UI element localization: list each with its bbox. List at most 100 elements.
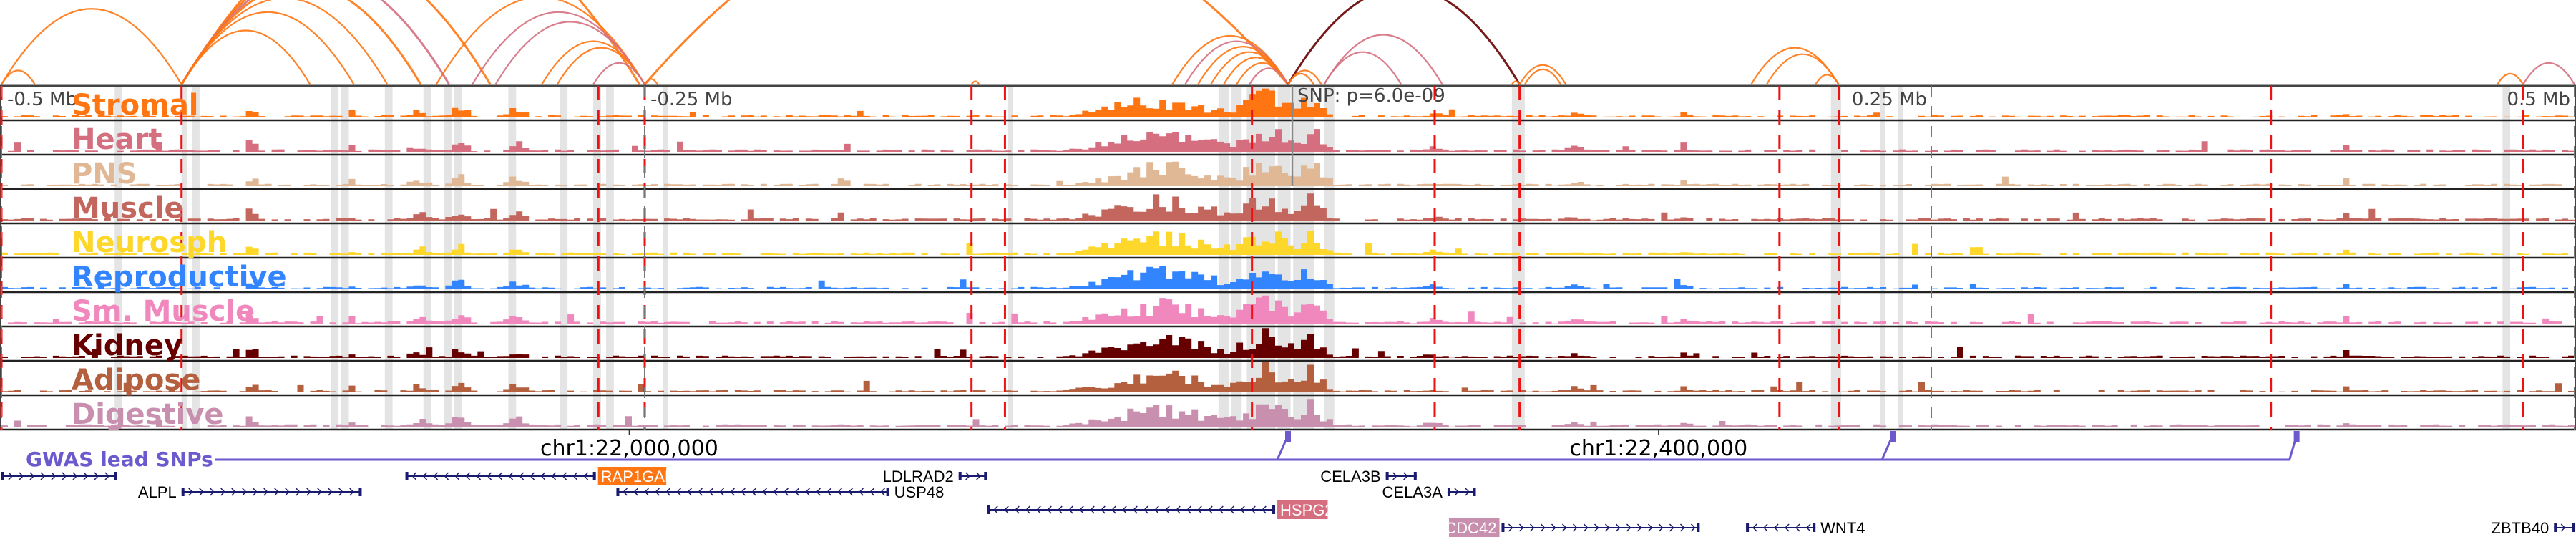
strand-arrows bbox=[993, 505, 1267, 514]
loop-arc bbox=[1, 69, 36, 85]
track-stromal bbox=[0, 88, 2576, 122]
gene-exon bbox=[886, 488, 889, 496]
loop-arc bbox=[180, 29, 311, 85]
gene-exon bbox=[1813, 523, 1816, 532]
loop-arc bbox=[970, 80, 980, 85]
loop-arc bbox=[1765, 53, 1840, 85]
gene-rap1gap: RAP1GAP bbox=[405, 467, 675, 485]
gene-exon bbox=[592, 472, 596, 480]
gwas-snp-marker bbox=[1890, 431, 1896, 442]
gene-exon bbox=[984, 472, 987, 480]
gene-label: CELA3A bbox=[1382, 483, 1443, 501]
gene-exon bbox=[1413, 472, 1417, 480]
track-label: Neurosph bbox=[72, 226, 227, 259]
loop-arc bbox=[1815, 74, 1840, 85]
signal-bars bbox=[1, 88, 2575, 117]
signal-bars bbox=[8, 129, 2575, 152]
tick-label: 0.25 Mb bbox=[1852, 89, 1927, 110]
gwas-snp-marker bbox=[2293, 431, 2300, 442]
gene-cela3a: CELA3A bbox=[1382, 483, 1476, 501]
loop-arc bbox=[1249, 67, 1289, 85]
gene-zbtb40: ZBTB40 bbox=[2492, 519, 2575, 537]
signal-bars bbox=[8, 295, 2562, 324]
coord-label: chr1:22,400,000 bbox=[1569, 436, 1747, 461]
gene-label: ALPL bbox=[138, 483, 177, 501]
loop-arc bbox=[180, 0, 422, 85]
loop-arc bbox=[2522, 62, 2575, 85]
track-kidney bbox=[0, 328, 2576, 362]
gene-alpl: ALPL bbox=[138, 483, 362, 501]
track-label: Muscle bbox=[72, 192, 184, 225]
gwas-track-label: GWAS lead SNPs bbox=[26, 448, 213, 471]
loop-arc bbox=[1523, 68, 1562, 85]
loop-arc bbox=[1323, 34, 1443, 85]
loop-arc bbox=[180, 11, 355, 85]
gwas-connector bbox=[215, 435, 2298, 461]
gene-exon bbox=[987, 505, 990, 514]
gene-exon bbox=[1272, 505, 1276, 514]
loop-arc bbox=[1, 8, 182, 85]
signal-bars bbox=[1, 161, 2562, 186]
gene-exon bbox=[1697, 523, 1700, 532]
gene-exon bbox=[114, 472, 117, 480]
gene-cdc42: CDC42 bbox=[1445, 518, 1700, 537]
loop-arc bbox=[180, 0, 389, 85]
gwas-snp-marker bbox=[1285, 431, 1291, 442]
gene-exon bbox=[2554, 523, 2557, 532]
track-label: Digestive bbox=[72, 398, 224, 431]
loop-arc bbox=[1287, 69, 1322, 85]
red-dashed-lines bbox=[0, 86, 2524, 430]
snp-annotation: SNP: p=6.0e-09 bbox=[1297, 85, 1445, 107]
gene-label-highlight bbox=[1277, 500, 1328, 519]
axis-ticks: -0.5 Mb -0.25 Mb 0.25 Mb 0.5 Mb SNP: p=6.0e-… bbox=[1, 85, 2575, 430]
gene-usp48: USP48 bbox=[616, 483, 944, 501]
strand-arrows bbox=[2560, 523, 2566, 532]
gwas-track: GWAS lead SNPs chr1:22,000,000 chr1:22,400… bbox=[26, 430, 2300, 471]
signal-bars bbox=[1, 266, 2568, 289]
tick-label: 0.5 Mb bbox=[2507, 89, 2570, 110]
gene-exon bbox=[958, 472, 962, 480]
strand-arrows bbox=[1454, 488, 1470, 496]
track-sm-muscle bbox=[0, 295, 2576, 328]
gene-label: LDLRAD2 bbox=[883, 468, 954, 485]
coord-label: chr1:22,000,000 bbox=[540, 436, 718, 461]
gene-exon bbox=[616, 488, 620, 496]
track-label: Stromal bbox=[72, 89, 199, 122]
gene-exon bbox=[358, 488, 362, 496]
loop-arc bbox=[1323, 51, 1402, 85]
loop-arc bbox=[644, 78, 658, 85]
track-label: Adipose bbox=[72, 364, 200, 397]
gene-wnt4: WNT4 bbox=[1746, 519, 1865, 537]
strand-arrows bbox=[1392, 472, 1408, 480]
chromatin-loops bbox=[1, 0, 2575, 85]
track-pns bbox=[0, 161, 2576, 190]
gene-label: USP48 bbox=[894, 483, 945, 501]
signal-bars bbox=[1, 399, 2575, 427]
track-label: Kidney bbox=[72, 329, 182, 362]
strand-arrows bbox=[411, 472, 589, 480]
gene-label: RAP1GAP bbox=[601, 468, 675, 485]
loop-arc bbox=[435, 0, 645, 85]
track-label: Heart bbox=[72, 123, 162, 156]
gene-exon bbox=[1385, 472, 1389, 480]
loop-arc bbox=[180, 0, 450, 85]
track-labels: StromalHeartPNSMuscleNeurosphReproductiv… bbox=[72, 89, 287, 431]
track-label: PNS bbox=[72, 158, 137, 190]
gene-hspg2: HSPG2 bbox=[987, 500, 1334, 519]
loop-arc bbox=[2497, 72, 2524, 85]
tick-label: -0.5 Mb bbox=[7, 89, 77, 110]
gene-exon bbox=[1473, 488, 1476, 496]
gene-label-highlight bbox=[1448, 518, 1500, 537]
strand-arrows bbox=[623, 488, 885, 496]
gene-exon bbox=[405, 472, 409, 480]
gene-ldlrad2: LDLRAD2 bbox=[883, 468, 987, 485]
gene-label: WNT4 bbox=[1820, 519, 1865, 537]
loop-arc bbox=[1511, 80, 1521, 85]
strand-arrows bbox=[8, 472, 110, 480]
strand-arrows bbox=[1508, 523, 1696, 532]
loop-arc bbox=[592, 62, 645, 85]
track-heart bbox=[0, 129, 2576, 156]
gene-label: CDC42 bbox=[1445, 519, 1496, 537]
signal-bars bbox=[1, 231, 2568, 255]
